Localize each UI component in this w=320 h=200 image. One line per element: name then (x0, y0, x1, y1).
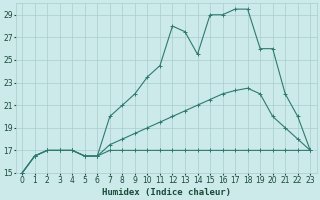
X-axis label: Humidex (Indice chaleur): Humidex (Indice chaleur) (102, 188, 231, 197)
